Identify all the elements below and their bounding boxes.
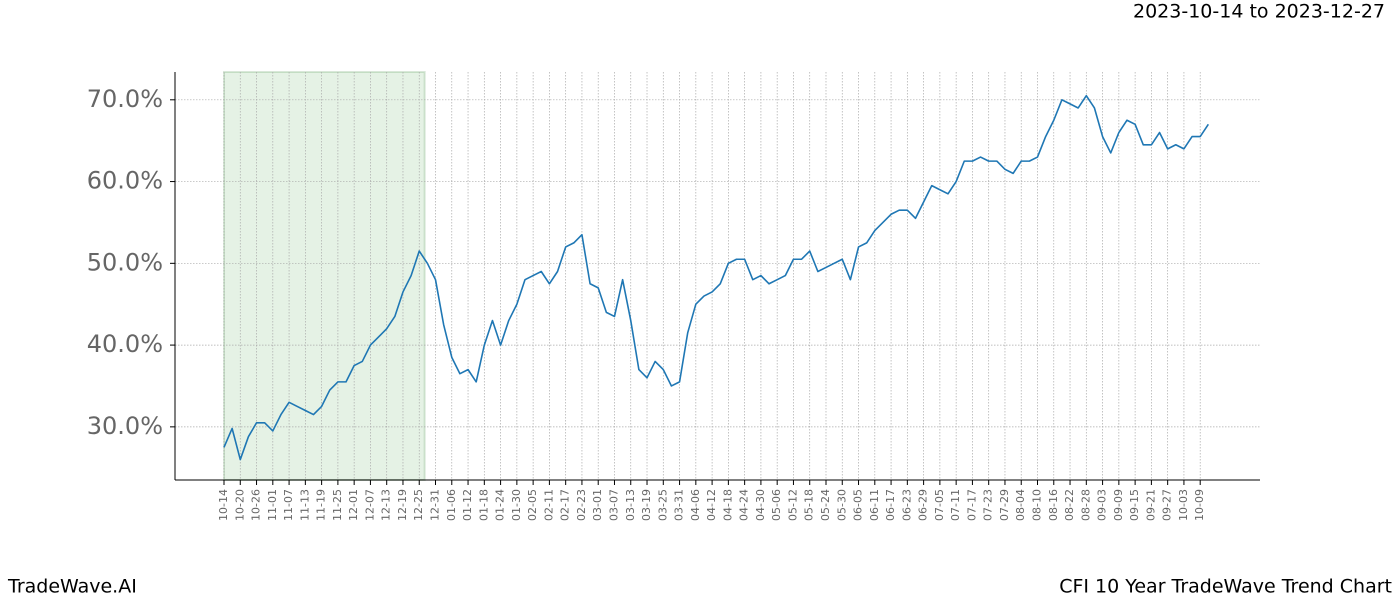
x-tick-label: 12-13: [380, 489, 393, 521]
highlight-range: [223, 71, 426, 481]
x-tick-label: 10-03: [1177, 489, 1190, 521]
x-tick-label: 06-11: [868, 489, 881, 521]
x-tick-label: 05-30: [835, 489, 848, 521]
x-tick-label: 02-17: [559, 489, 572, 521]
x-tick-label: 04-30: [754, 489, 767, 521]
x-tick-label: 01-18: [477, 489, 490, 521]
x-tick-label: 07-29: [998, 489, 1011, 521]
x-tick-label: 07-05: [933, 489, 946, 521]
x-tick-label: 11-25: [331, 489, 344, 521]
x-tick-label: 02-11: [542, 489, 555, 521]
x-tick-label: 05-24: [819, 489, 832, 521]
x-tick-label: 03-01: [591, 489, 604, 521]
x-tick-label: 10-14: [217, 489, 230, 521]
x-tick-label: 09-09: [1112, 489, 1125, 521]
x-tick-label: 06-05: [852, 489, 865, 521]
y-tick-label: 50.0%: [87, 248, 163, 276]
x-tick-label: 09-21: [1144, 489, 1157, 521]
x-tick-label: 12-25: [412, 489, 425, 521]
x-tick-label: 04-06: [689, 489, 702, 521]
date-range: 2023-10-14 to 2023-12-27: [1133, 1, 1385, 23]
y-tick-label: 30.0%: [87, 412, 163, 440]
x-tick-label: 12-19: [396, 489, 409, 521]
x-tick-label: 04-24: [738, 489, 751, 521]
x-tick-label: 12-31: [429, 489, 442, 521]
x-tick-label: 10-09: [1193, 489, 1206, 521]
x-tick-label: 07-11: [949, 489, 962, 521]
x-tick-label: 08-28: [1079, 489, 1092, 521]
x-tick-label: 07-23: [982, 489, 995, 521]
x-tick-label: 05-06: [770, 489, 783, 521]
footer-left: TradeWave.AI: [7, 576, 137, 598]
x-tick-label: 01-24: [494, 489, 507, 521]
x-tick-label: 01-30: [510, 489, 523, 521]
y-tick-label: 40.0%: [87, 330, 163, 358]
x-tick-label: 09-15: [1128, 489, 1141, 521]
x-tick-label: 12-07: [363, 489, 376, 521]
x-tick-label: 04-18: [721, 489, 734, 521]
x-tick-label: 02-05: [526, 489, 539, 521]
x-tick-label: 10-26: [250, 489, 263, 521]
x-tick-label: 09-03: [1096, 489, 1109, 521]
x-tick-label: 01-12: [461, 489, 474, 521]
x-tick-label: 02-23: [575, 489, 588, 521]
x-tick-label: 08-04: [1014, 489, 1027, 521]
x-tick-label: 08-10: [1031, 489, 1044, 521]
x-tick-label: 01-06: [445, 489, 458, 521]
trend-line: [223, 94, 1210, 461]
x-tick-label: 07-17: [965, 489, 978, 521]
x-tick-label: 03-25: [656, 489, 669, 521]
x-tick-label: 03-19: [640, 489, 653, 521]
footer-right: CFI 10 Year TradeWave Trend Chart: [1059, 576, 1392, 598]
x-tick-label: 10-20: [233, 489, 246, 521]
x-tick-label: 05-12: [786, 489, 799, 521]
x-tick-label: 12-01: [347, 489, 360, 521]
y-tick-label: 70.0%: [87, 85, 163, 113]
x-tick-label: 11-01: [266, 489, 279, 521]
x-tick-label: 03-13: [624, 489, 637, 521]
x-tick-label: 05-18: [803, 489, 816, 521]
x-tick-label: 06-23: [900, 489, 913, 521]
x-tick-label: 04-12: [705, 489, 718, 521]
y-tick-label: 60.0%: [87, 167, 163, 195]
x-tick-label: 06-29: [917, 489, 930, 521]
x-tick-label: 03-31: [673, 489, 686, 521]
x-tick-label: 03-07: [607, 489, 620, 521]
x-tick-label: 11-19: [315, 489, 328, 521]
x-tick-label: 11-07: [282, 489, 295, 521]
x-tick-label: 09-27: [1161, 489, 1174, 521]
x-tick-label: 06-17: [884, 489, 897, 521]
x-tick-label: 08-22: [1063, 489, 1076, 521]
x-tick-label: 11-13: [298, 489, 311, 521]
x-tick-label: 08-16: [1047, 489, 1060, 521]
